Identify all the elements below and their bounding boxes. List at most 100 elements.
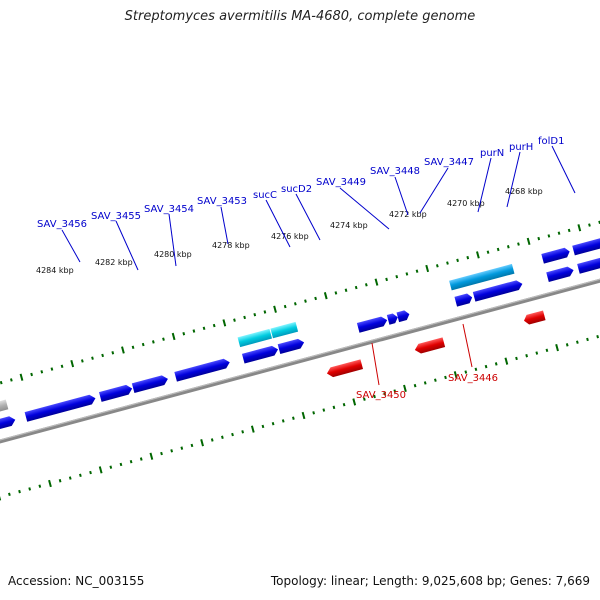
gene-feature[interactable] [386, 312, 399, 325]
ruler-tick [283, 304, 287, 309]
gene-label[interactable]: SAV_3456 [37, 219, 87, 230]
ruler-tick [446, 261, 449, 265]
gene-label[interactable]: SAV_3449 [316, 177, 366, 188]
gene-feature[interactable] [541, 247, 571, 264]
ruler-tick [233, 318, 236, 322]
ruler-tick [434, 378, 437, 382]
gene-feature[interactable] [174, 357, 231, 382]
reverse-leader-lines [371, 323, 473, 386]
gene-label[interactable]: SAV_3453 [197, 196, 247, 207]
ruler-tick [243, 315, 246, 320]
gene-feature[interactable] [131, 374, 169, 394]
gene-labels-reverse: SAV_3450 SAV_3446 [356, 373, 498, 401]
ruler-tick [0, 380, 3, 385]
gene-label[interactable]: sucC [253, 190, 277, 201]
ruler-tick [403, 384, 407, 392]
ruler-tick [38, 484, 42, 488]
gene-feature-sav3450[interactable] [326, 359, 364, 378]
gene-label[interactable]: SAV_3447 [424, 157, 474, 168]
upper-scale-ruler [0, 220, 600, 385]
ruler-tick [486, 250, 490, 254]
gene-feature[interactable] [24, 393, 97, 422]
ruler-tick [89, 470, 92, 475]
scale-label: 4280 kbp [154, 250, 192, 259]
gene-label[interactable]: folD1 [538, 136, 564, 147]
ruler-tick [474, 367, 478, 372]
gene-feature[interactable] [523, 310, 546, 325]
ruler-tick [374, 278, 379, 286]
ruler-tick [101, 353, 104, 358]
ruler-tick [58, 479, 62, 483]
ruler-tick [141, 342, 145, 347]
ruler-tick [557, 231, 561, 235]
ruler-tick [415, 269, 419, 273]
ruler-tick [0, 493, 2, 501]
gene-labels-forward: SAV_3456 SAV_3455 SAV_3454 SAV_3453 sucC… [37, 136, 564, 230]
gene-feature-sav3446[interactable] [414, 337, 446, 354]
gene-feature-sucd2[interactable] [270, 321, 299, 339]
ruler-tick [192, 329, 196, 333]
ruler-tick [466, 255, 470, 260]
ruler-tick [525, 354, 529, 358]
gene-label[interactable]: SAV_3454 [144, 204, 194, 215]
gene-feature[interactable] [454, 293, 473, 307]
ruler-tick [129, 460, 133, 464]
gene-label[interactable]: SAV_3446 [448, 373, 498, 384]
gene-feature[interactable] [572, 237, 600, 256]
forward-strand-genes [0, 237, 600, 435]
ruler-tick [354, 285, 358, 290]
ruler-tick [253, 313, 257, 317]
ruler-tick [180, 446, 184, 450]
gene-feature[interactable] [241, 345, 279, 364]
accession-text: Accession: NC_003155 [8, 574, 145, 588]
ruler-tick [210, 438, 214, 442]
ruler-tick [342, 402, 346, 407]
gene-label[interactable]: purN [480, 148, 504, 159]
ruler-tick [273, 305, 277, 313]
scale-label: 4282 kbp [95, 258, 133, 267]
gene-label[interactable]: SAV_3448 [370, 166, 420, 177]
ruler-tick [79, 473, 82, 478]
ruler-tick [484, 364, 488, 369]
gene-feature[interactable] [546, 265, 575, 282]
ruler-tick [304, 299, 307, 303]
scale-labels: 4284 kbp 4282 kbp 4280 kbp 4278 kbp 4276… [36, 187, 543, 275]
ruler-tick [323, 292, 328, 300]
gene-feature[interactable] [472, 279, 524, 302]
ruler-tick [332, 405, 336, 410]
ruler-tick [202, 326, 206, 331]
scale-label: 4284 kbp [36, 266, 74, 275]
ruler-tick [504, 357, 509, 365]
gene-feature[interactable] [577, 252, 600, 274]
scale-label: 4270 kbp [447, 199, 485, 208]
ruler-tick [456, 258, 459, 263]
ruler-tick [364, 283, 368, 287]
gene-feature[interactable] [396, 309, 411, 323]
ruler-tick [413, 383, 417, 388]
gene-label[interactable]: sucD2 [281, 184, 312, 195]
gene-feature[interactable] [0, 415, 17, 435]
gene-feature[interactable] [277, 338, 306, 354]
ruler-tick [423, 381, 427, 385]
ruler-tick [526, 237, 531, 245]
gene-feature[interactable] [99, 384, 133, 402]
ruler-tick [586, 337, 589, 342]
ruler-tick [263, 310, 267, 314]
pseudo-gene-feature[interactable] [0, 399, 9, 419]
gene-label[interactable]: SAV_3450 [356, 390, 406, 401]
ruler-tick [352, 398, 357, 406]
ruler-tick [9, 378, 13, 382]
ruler-tick [119, 462, 123, 467]
ruler-tick [301, 411, 306, 420]
ruler-tick [182, 332, 186, 336]
gene-label[interactable]: purH [509, 142, 533, 153]
gene-feature[interactable] [356, 315, 389, 333]
gene-label[interactable]: SAV_3455 [91, 211, 141, 222]
ruler-tick [314, 296, 317, 301]
ruler-tick [271, 421, 275, 426]
ruler-tick [515, 356, 518, 361]
ruler-tick [109, 465, 113, 469]
gene-feature-purn-purh[interactable] [449, 263, 515, 291]
gene-feature-succ[interactable] [237, 328, 273, 348]
